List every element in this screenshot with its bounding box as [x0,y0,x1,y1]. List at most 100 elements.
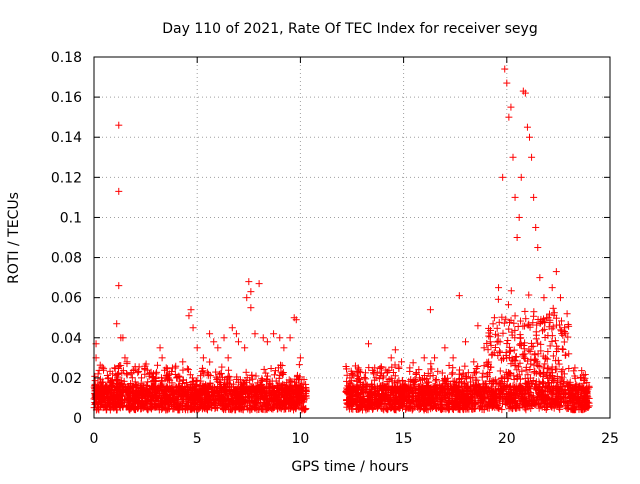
data-point [509,153,517,161]
data-point [179,358,187,366]
data-point [187,306,195,314]
data-point [530,193,538,201]
data-point [141,364,149,372]
data-point [193,344,201,352]
data-point [528,153,536,161]
data-point [505,113,513,121]
data-point [232,330,240,338]
data-points [90,65,593,414]
data-point [296,354,304,362]
data-point [540,294,548,302]
chart-title: Day 110 of 2021, Rate Of TEC Index for r… [162,21,537,37]
data-point [571,364,579,372]
data-point [493,324,501,332]
data-point [270,330,278,338]
data-point [549,304,557,312]
data-point [135,363,143,371]
data-point [499,173,507,181]
data-point [189,324,197,332]
x-tick-label: 20 [498,431,516,447]
data-point [270,371,278,379]
data-point [262,369,270,377]
y-tick-label: 0.16 [51,90,82,106]
data-point [484,346,492,354]
x-tick-label: 15 [395,431,413,447]
data-point [142,360,150,368]
y-tick-label: 0.08 [51,251,82,267]
y-axis-label: ROTI / TECUs [6,192,22,284]
data-point [247,304,255,312]
data-point [539,327,547,335]
data-point [527,355,535,363]
data-point [449,369,457,377]
data-point [507,287,515,295]
data-point [255,280,263,288]
data-point [261,387,269,395]
data-point [564,320,572,328]
data-point [218,373,226,381]
data-point [462,338,470,346]
data-point [470,358,478,366]
data-point [516,331,524,339]
data-point [490,314,498,322]
data-point [228,324,236,332]
data-point [206,330,214,338]
y-tick-label: 0.18 [51,50,82,66]
data-point [495,284,503,292]
data-point [158,354,166,362]
data-point [259,334,267,342]
data-point [218,363,226,371]
x-tick-label: 5 [193,431,202,447]
y-tick-label: 0.02 [51,371,82,387]
data-point [263,338,271,346]
data-point [243,294,251,302]
data-point [153,361,161,369]
data-point [224,354,232,362]
data-point [137,374,145,382]
data-point [523,123,531,131]
data-point [115,282,123,290]
data-point [548,337,556,345]
data-point [515,363,523,371]
data-point [278,370,286,378]
data-point [474,322,482,330]
data-point [225,366,233,374]
data-point [534,244,542,252]
x-tick-label: 10 [291,431,309,447]
data-point [534,339,542,347]
data-point [565,350,573,358]
data-point [199,354,207,362]
data-point [525,346,533,354]
data-point [507,103,515,111]
data-point [172,362,180,370]
data-point [276,334,284,342]
data-point [234,338,242,346]
data-point [521,307,529,315]
data-point [241,344,249,352]
data-point [391,346,399,354]
data-point [420,354,428,362]
data-point [214,344,222,352]
data-point [578,367,586,375]
data-point [432,375,440,383]
y-tick-label: 0 [73,411,82,427]
data-point [361,369,369,377]
data-point [461,362,469,370]
data-point [560,338,568,346]
data-point [115,121,123,129]
y-tick-label: 0.04 [51,331,82,347]
data-point [511,312,519,320]
data-point [268,377,276,385]
y-tick-label: 0.1 [60,210,82,226]
x-tick-label: 25 [601,431,619,447]
data-point [210,338,218,346]
data-point [251,330,259,338]
data-point [517,173,525,181]
data-point [540,364,548,372]
data-point [494,295,502,303]
y-tick-label: 0.12 [51,170,82,186]
data-point [532,328,540,336]
data-point [258,375,266,383]
x-tick-label: 0 [90,431,99,447]
